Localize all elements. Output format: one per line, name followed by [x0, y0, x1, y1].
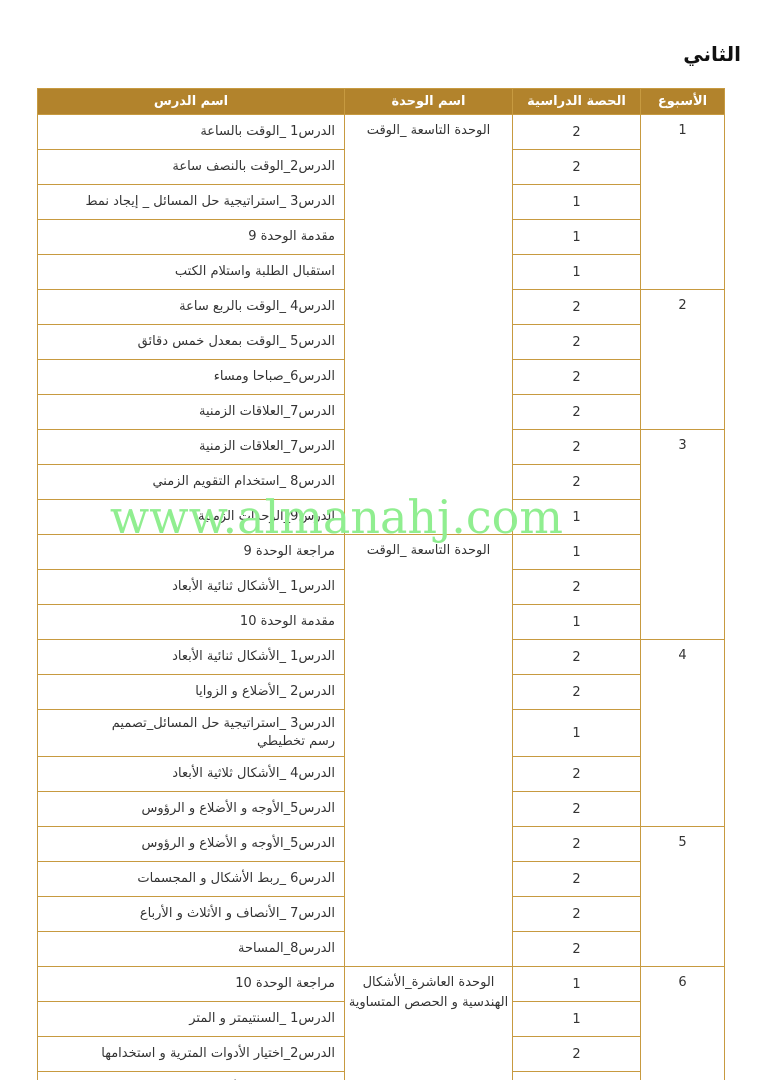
lesson-cell: مقدمة الوحدة 10: [37, 604, 345, 640]
lesson-cell: الدرس1 _الأشكال ثنائية الأبعاد: [37, 569, 345, 605]
week-cell: 3: [640, 429, 725, 640]
table-row: 1 2 الوحدة التاسعة _الوقت الدرس1 _الوقت بال…: [37, 114, 725, 535]
period-cell: 1: [512, 499, 641, 535]
lesson-cell: الدرس1 _السنتيمتر و المتر: [37, 1001, 345, 1037]
unit-cell: الوحدة التاسعة _الوقت: [344, 114, 513, 535]
column-header-week: الأسبوع: [640, 88, 725, 115]
period-cell: 2: [512, 324, 641, 360]
lesson-cell: الدرس3_مقارنة الأطوال المترية: [37, 1071, 345, 1080]
table-row: 2 الدرس5 _الوقت بمعدل خمس دقائق: [37, 324, 725, 360]
table-body: 1 2 الوحدة التاسعة _الوقت الدرس1 _الوقت بال…: [37, 114, 725, 1080]
lesson-cell: الدرس6 _ربط الأشكال و المجسمات: [37, 861, 345, 897]
unit-cell: الوحدة التاسعة _الوقت: [344, 534, 513, 967]
lesson-cell: مراجعة الوحدة 9: [37, 534, 345, 570]
lesson-cell: الدرس5_الأوجه و الأضلاع و الرؤوس: [37, 826, 345, 862]
period-cell: 2: [512, 289, 641, 325]
unit-cell: الوحدة العاشرة_الأشكال الهندسية و الحصص …: [344, 966, 513, 1080]
lesson-cell: الدرس3 _استراتيجية حل المسائل _ إيجاد نم…: [37, 184, 345, 220]
table-row: 2 الدرس8 _استخدام التقويم الزمني: [37, 464, 725, 500]
lesson-cell: الدرس8 _استخدام التقويم الزمني: [37, 464, 345, 500]
lesson-cell: الدرس5_الأوجه و الأضلاع و الرؤوس: [37, 791, 345, 827]
period-cell: 1: [512, 254, 641, 290]
lesson-cell: مقدمة الوحدة 9: [37, 219, 345, 255]
column-header-unit: اسم الوحدة: [344, 88, 513, 115]
table-row: 2 الدرس4 _الأشكال ثلاثية الأبعاد: [37, 756, 725, 792]
page-title: الثاني: [683, 42, 741, 66]
lesson-cell: الدرس7 _الأنصاف و الأثلاث و الأرباع: [37, 896, 345, 932]
table-row: 2 الدرس7_العلاقات الزمنية: [37, 394, 725, 430]
column-header-lesson: اسم الدرس: [37, 88, 345, 115]
period-cell: 2: [512, 149, 641, 185]
period-cell: 1: [512, 604, 641, 640]
period-cell: 1: [512, 966, 641, 1002]
table-row: 5 2 الدرس5_الأوجه و الأضلاع و الرؤوس: [37, 826, 725, 967]
period-cell: 2: [512, 569, 641, 605]
period-cell: 1: [512, 1001, 641, 1037]
lesson-cell: الدرس7_العلاقات الزمنية: [37, 394, 345, 430]
column-header-period: الحصة الدراسية: [512, 88, 641, 115]
table-row: 2 الدرس6_صباحا ومساء: [37, 359, 725, 395]
period-cell: 2: [512, 896, 641, 932]
lesson-cell: الدرس1 _الوقت بالساعة: [37, 114, 345, 150]
week-cell: 6: [640, 966, 725, 1080]
table-row: 2 الدرس3_مقارنة الأطوال المترية: [37, 1071, 725, 1080]
lesson-cell: الدرس9_الوحدات الزمنية: [37, 499, 345, 535]
period-cell: 1: [512, 184, 641, 220]
period-cell: 2: [512, 639, 641, 675]
period-cell: 2: [512, 394, 641, 430]
table-row: 1 الوحدة التاسعة _الوقت مراجعة الوحدة 9: [37, 534, 725, 967]
lesson-cell: الدرس5 _الوقت بمعدل خمس دقائق: [37, 324, 345, 360]
lesson-cell: الدرس2_اختيار الأدوات المترية و استخدامه…: [37, 1036, 345, 1072]
table-row: 1 الدرس1 _السنتيمتر و المتر: [37, 1001, 725, 1037]
table-row: 4 2 الدرس1 _الأشكال ثنائية الأبعاد: [37, 639, 725, 827]
period-cell: 2: [512, 359, 641, 395]
period-cell: 2: [512, 756, 641, 792]
table-header-row: الأسبوع الحصة الدراسية اسم الوحدة اسم ال…: [37, 88, 725, 115]
lesson-cell: الدرس3 _استراتيجية حل المسائل_تصميم رسم …: [37, 709, 345, 757]
lesson-cell: الدرس8_المساحة: [37, 931, 345, 967]
lesson-cell: مراجعة الوحدة 10: [37, 966, 345, 1002]
period-cell: 2: [512, 931, 641, 967]
week-cell: 2: [640, 289, 725, 430]
period-cell: 2: [512, 114, 641, 150]
lesson-cell: الدرس7_العلاقات الزمنية: [37, 429, 345, 465]
lesson-cell: الدرس4 _الأشكال ثلاثية الأبعاد: [37, 756, 345, 792]
week-cell: 5: [640, 826, 725, 967]
week-cell: 1: [640, 114, 725, 290]
period-cell: 2: [512, 861, 641, 897]
period-cell: 1: [512, 219, 641, 255]
period-cell: 2: [512, 429, 641, 465]
week-cell: 4: [640, 639, 725, 827]
lesson-cell: الدرس6_صباحا ومساء: [37, 359, 345, 395]
lesson-cell: الدرس2_الوقت بالنصف ساعة: [37, 149, 345, 185]
period-cell: 2: [512, 1036, 641, 1072]
table-row: 2 الدرس7 _الأنصاف و الأثلاث و الأرباع: [37, 896, 725, 932]
lesson-cell: الدرس2 _الأضلاع و الزوايا: [37, 674, 345, 710]
lesson-cell: استقبال الطلبة واستلام الكتب: [37, 254, 345, 290]
period-cell: 1: [512, 534, 641, 570]
period-cell: 2: [512, 1071, 641, 1080]
period-cell: 2: [512, 464, 641, 500]
period-cell: 2: [512, 674, 641, 710]
period-cell: 2: [512, 826, 641, 862]
table-row: 2 الدرس2 _الأضلاع و الزوايا: [37, 674, 725, 710]
table-row: 2 الدرس6 _ربط الأشكال و المجسمات: [37, 861, 725, 897]
table-row: 1 الدرس3 _استراتيجية حل المسائل_تصميم رسم…: [37, 709, 725, 757]
lesson-cell: الدرس4 _الوقت بالربع ساعة: [37, 289, 345, 325]
table-row: 2 2 الدرس4 _الوقت بالربع ساعة: [37, 289, 725, 430]
period-cell: 1: [512, 709, 641, 757]
lesson-cell: الدرس1 _الأشكال ثنائية الأبعاد: [37, 639, 345, 675]
table-row: 1 استقبال الطلبة واستلام الكتب: [37, 254, 725, 290]
schedule-table: الأسبوع الحصة الدراسية اسم الوحدة اسم ال…: [37, 88, 725, 1080]
table-row: 2 الدرس1 _الأشكال ثنائية الأبعاد: [37, 569, 725, 605]
table-row: 6 1 الوحدة العاشرة_الأشكال الهندسية و الحص…: [37, 966, 725, 1080]
period-cell: 2: [512, 791, 641, 827]
